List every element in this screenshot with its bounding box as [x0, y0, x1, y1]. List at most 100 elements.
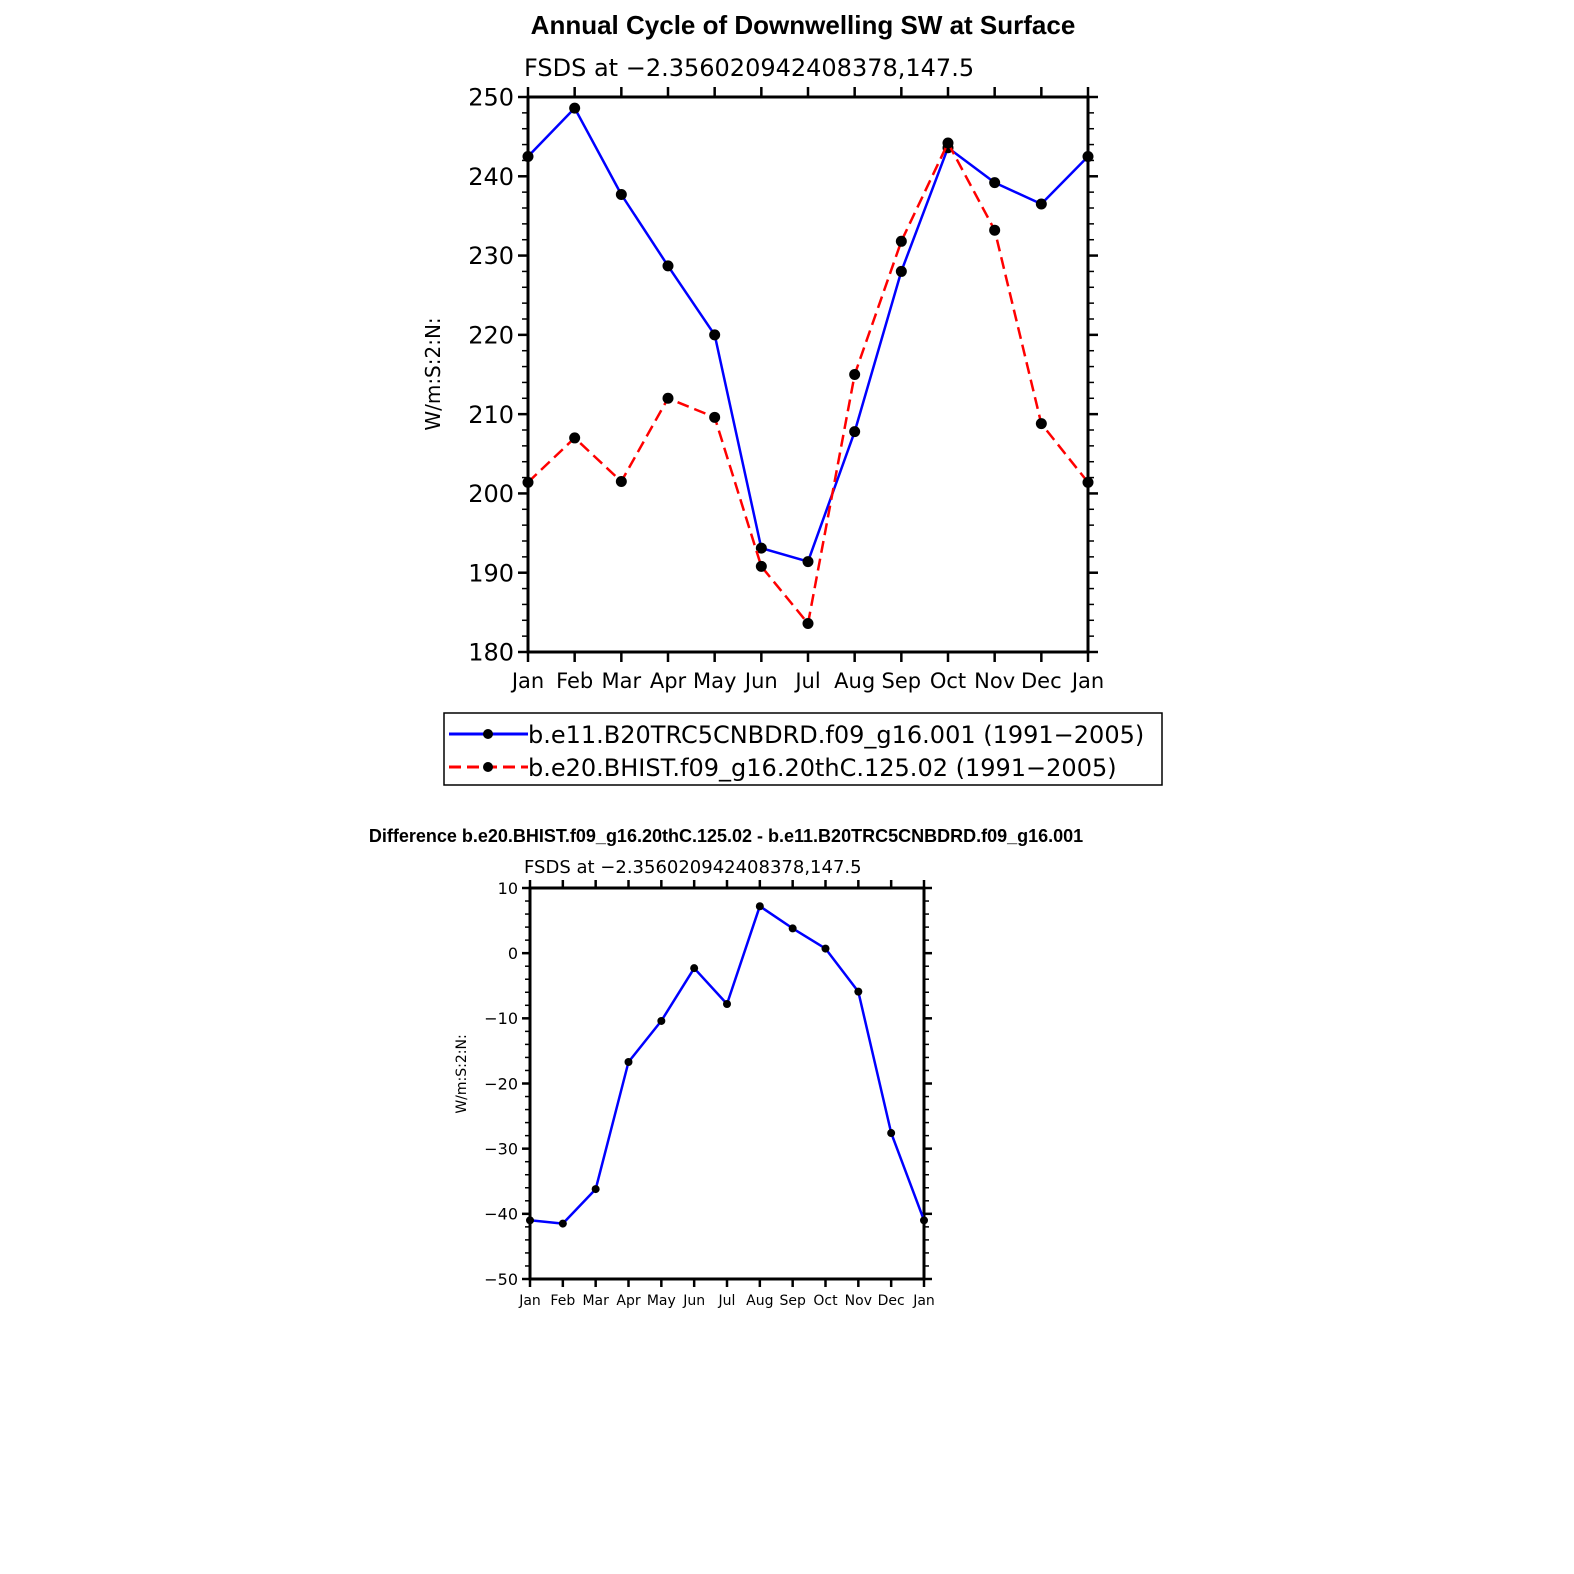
- legend: b.e11.B20TRC5CNBDRD.f09_g16.001 (1991−20…: [443, 712, 1163, 786]
- y-tick-label: 210: [468, 401, 514, 429]
- y-tick-label: −20: [484, 1074, 518, 1093]
- data-point-series-2: [662, 392, 674, 404]
- y-tick-label: 190: [468, 559, 514, 587]
- x-tick-label: Sep: [882, 669, 922, 693]
- y-tick-label: 0: [508, 944, 518, 963]
- x-axis-ticks: Jan Feb Mar Apr May Jun Jul Aug Sep Oct Nov Dec Jan: [510, 87, 1104, 693]
- y-axis-label: W/m:S:2:N:: [421, 317, 445, 430]
- x-tick-label: Feb: [550, 1293, 575, 1309]
- plot-area: [526, 95, 1090, 654]
- plot-frame: [528, 886, 926, 1281]
- y-tick-label: −40: [484, 1205, 518, 1224]
- x-tick-label: Oct: [930, 669, 966, 693]
- series-group: [522, 102, 1094, 629]
- data-point-series-2: [569, 432, 581, 444]
- data-point-series-2: [522, 476, 534, 488]
- x-tick-label: Nov: [974, 669, 1015, 693]
- data-point-series-1: [755, 902, 764, 911]
- x-tick-label: Jan: [518, 1293, 541, 1309]
- data-point-series-1: [709, 329, 721, 341]
- data-point-series-2: [849, 369, 861, 380]
- x-tick-label: Aug: [746, 1293, 773, 1309]
- y-tick-label: −10: [484, 1009, 518, 1028]
- data-point-series-1: [854, 987, 863, 996]
- difference-plot-area: [528, 886, 926, 1281]
- data-point-series-1: [615, 189, 627, 201]
- x-tick-label: Aug: [834, 669, 875, 693]
- x-tick-label: Dec: [1021, 669, 1062, 693]
- data-point-series-1: [526, 1216, 534, 1225]
- data-point-series-1: [624, 1057, 633, 1066]
- y-tick-label: −30: [484, 1139, 518, 1158]
- difference-chart-subtitle: FSDS at −2.356020942408378,147.5: [524, 857, 862, 878]
- x-tick-label: Apr: [650, 669, 687, 693]
- y-axis-ticks: 180 190 200 210 220 230 240 250: [468, 84, 1098, 667]
- x-tick-label: Feb: [556, 669, 593, 693]
- data-point-series-2: [989, 224, 1001, 236]
- x-tick-label: Sep: [779, 1293, 806, 1309]
- chart-title: Annual Cycle of Downwelling SW at Surfac…: [531, 10, 1076, 40]
- data-point-series-1: [569, 102, 581, 114]
- annual-cycle-chart: Annual Cycle of Downwelling SW at Surfac…: [421, 10, 1104, 693]
- y-tick-label: −50: [484, 1270, 518, 1289]
- y-tick-label: 10: [498, 879, 518, 898]
- x-tick-label: Jan: [912, 1293, 935, 1309]
- legend-marker-series-2: [483, 762, 493, 772]
- legend-label-series-1: b.e11.B20TRC5CNBDRD.f09_g16.001 (1991−20…: [528, 721, 1144, 749]
- x-tick-label: Nov: [845, 1293, 872, 1309]
- data-point-series-1: [920, 1216, 928, 1225]
- data-point-series-1: [802, 556, 814, 568]
- data-point-series-2: [615, 476, 627, 488]
- difference-chart: Difference b.e20.BHIST.f09_g16.20thC.125…: [369, 826, 1083, 1309]
- x-tick-label: Jul: [793, 669, 820, 693]
- data-point-series-1: [1082, 150, 1094, 162]
- data-point-series-1: [522, 150, 534, 162]
- series-line-1: [527, 106, 1089, 563]
- data-point-series-1: [591, 1185, 600, 1194]
- data-point-series-2: [1082, 476, 1094, 488]
- data-point-series-1: [989, 177, 1001, 189]
- data-point-series-1: [788, 924, 797, 933]
- chart-subtitle: FSDS at −2.356020942408378,147.5: [524, 54, 974, 82]
- difference-x-axis-ticks: Jan Feb Mar Apr May Jun Jul Aug Sep Oct Nov Dec Jan: [518, 880, 935, 1309]
- data-point-series-1: [887, 1129, 896, 1138]
- data-point-series-1: [755, 542, 767, 554]
- data-point-series-1: [657, 1016, 666, 1025]
- x-tick-label: May: [693, 669, 736, 693]
- data-point-series-1: [895, 265, 907, 277]
- y-tick-label: 220: [468, 321, 514, 349]
- x-tick-label: Mar: [582, 1293, 609, 1309]
- data-point-series-2: [802, 617, 814, 629]
- y-tick-label: 180: [468, 639, 514, 667]
- data-point-series-2: [1035, 418, 1047, 430]
- x-tick-label: May: [647, 1293, 676, 1309]
- data-point-series-2: [755, 560, 767, 572]
- data-point-series-2: [942, 137, 954, 149]
- data-point-series-1: [690, 964, 699, 973]
- x-tick-label: Jun: [743, 669, 778, 693]
- data-point-series-1: [558, 1219, 567, 1228]
- difference-y-axis-ticks: −50 −40 −30 −20 −10 0 10: [484, 879, 932, 1289]
- data-point-series-2: [709, 411, 721, 423]
- x-tick-label: Jan: [1070, 669, 1104, 693]
- legend-marker-series-1: [483, 729, 493, 739]
- y-tick-label: 250: [468, 84, 514, 112]
- difference-chart-title: Difference b.e20.BHIST.f09_g16.20thC.125…: [369, 826, 1083, 846]
- plot-frame: [526, 95, 1090, 654]
- data-point-series-1: [821, 944, 830, 953]
- y-tick-label: 240: [468, 163, 514, 191]
- series-line-2: [527, 141, 1089, 625]
- x-tick-label: Mar: [602, 669, 642, 693]
- y-tick-label: 230: [468, 242, 514, 270]
- x-tick-label: Jan: [510, 669, 544, 693]
- data-point-series-1: [1035, 198, 1047, 210]
- difference-y-axis-label: W/m:S:2:N:: [454, 1034, 470, 1113]
- legend-box: [443, 712, 1163, 786]
- difference-series-group: [526, 902, 928, 1228]
- y-tick-label: 200: [468, 480, 514, 508]
- data-point-series-1: [723, 999, 731, 1008]
- data-point-series-2: [895, 235, 907, 247]
- x-tick-label: Oct: [813, 1293, 838, 1309]
- x-tick-label: Jun: [682, 1293, 705, 1309]
